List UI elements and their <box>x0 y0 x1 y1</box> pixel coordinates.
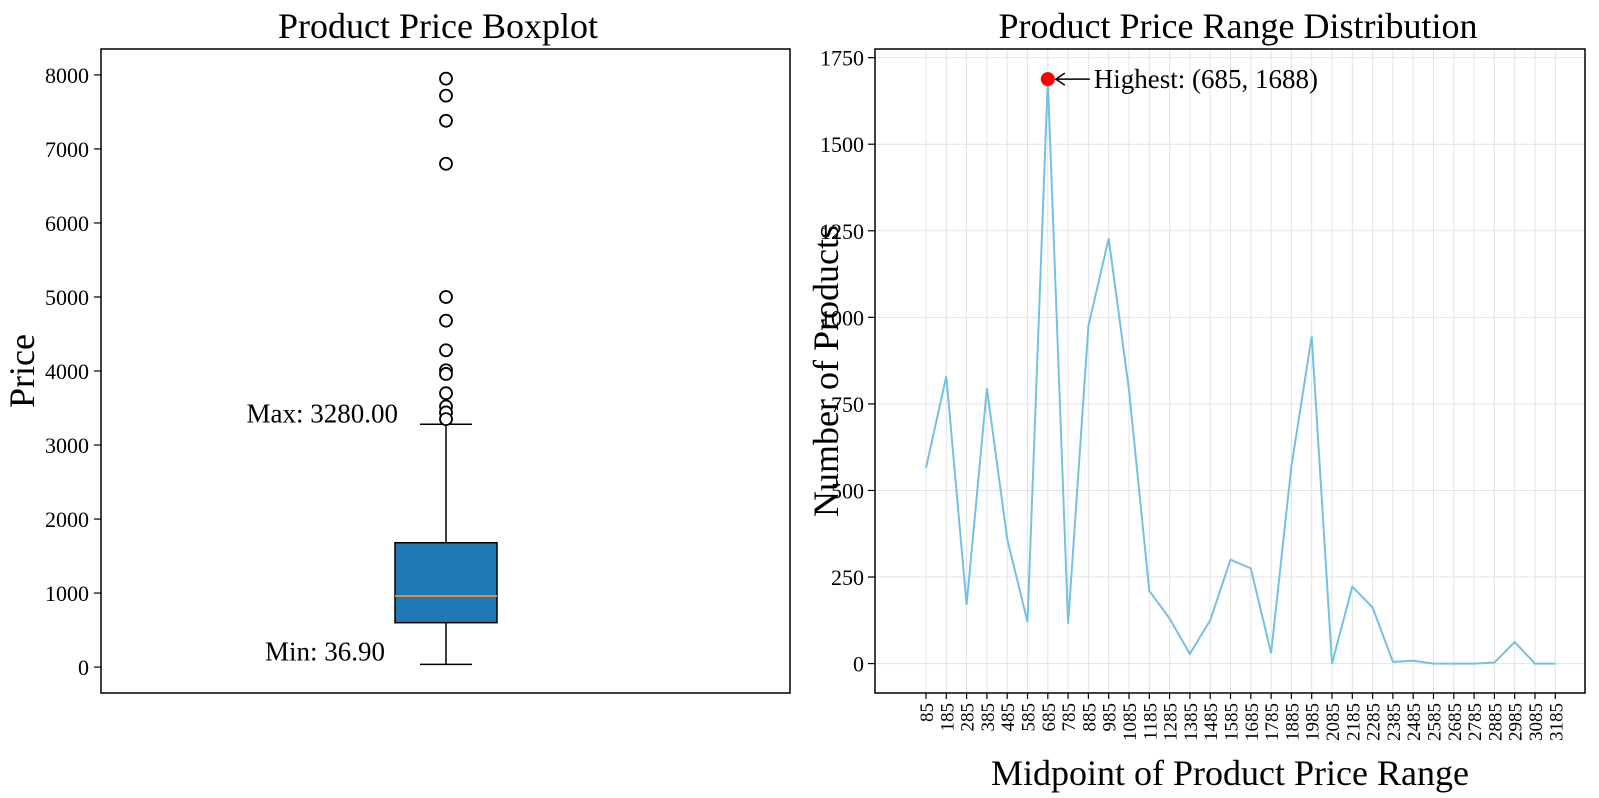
boxplot-y-ticks: 0 1000 2000 3000 4000 5000 6000 7000 8000 <box>45 63 101 680</box>
x-tick-label: 785 <box>1059 703 1080 732</box>
y-tick-label: 6000 <box>45 211 89 236</box>
x-tick-label: 2885 <box>1485 703 1506 741</box>
interquartile-box <box>394 541 498 624</box>
y-tick-label: 1500 <box>820 132 864 157</box>
outlier-point <box>439 367 453 381</box>
line-chart-title: Product Price Range Distribution <box>999 6 1478 46</box>
outlier-point <box>439 113 453 128</box>
x-tick-label: 1985 <box>1303 703 1324 741</box>
y-tick-label: 1000 <box>45 581 89 606</box>
boxplot-body <box>394 423 498 666</box>
line-chart-grid <box>875 49 1585 693</box>
x-tick-label: 2085 <box>1323 703 1344 741</box>
x-tick-label: 585 <box>1019 703 1040 732</box>
y-tick-label: 1250 <box>820 219 864 244</box>
outlier-point <box>439 343 453 358</box>
x-tick-label: 2785 <box>1465 703 1486 741</box>
x-tick-label: 2685 <box>1445 703 1466 741</box>
x-tick-label: 985 <box>1100 703 1121 732</box>
x-tick-label: 2985 <box>1506 703 1527 741</box>
x-tick-label: 1385 <box>1181 703 1202 741</box>
y-tick-label: 4000 <box>45 359 89 384</box>
x-tick-label: 685 <box>1039 703 1060 732</box>
x-tick-label: 2285 <box>1364 703 1385 741</box>
outlier-point <box>439 156 453 171</box>
min-annotation: Min: 36.90 <box>265 636 385 666</box>
outlier-point <box>439 386 453 401</box>
y-tick-label: 2000 <box>45 507 89 532</box>
outlier-point <box>439 290 453 304</box>
line-chart-panel: Product Price Range Distribution Number … <box>806 6 1586 793</box>
x-tick-label: 285 <box>958 703 979 732</box>
x-tick-label: 1785 <box>1262 703 1283 741</box>
x-tick-label: 1085 <box>1120 703 1141 741</box>
x-tick-label: 3085 <box>1526 703 1547 741</box>
outlier-point <box>439 88 453 103</box>
line-chart-x-ticks: 85 185 285 385 485 585 685 785 885 985 1085 1185 128… <box>917 693 1567 741</box>
y-tick-label: 0 <box>78 655 89 680</box>
y-tick-label: 7000 <box>45 137 89 162</box>
line-chart-x-axis-label: Midpoint of Product Price Range <box>991 753 1469 793</box>
x-tick-label: 1485 <box>1201 703 1222 741</box>
highest-point-annotation: Highest: (685, 1688) <box>1094 64 1318 94</box>
x-tick-label: 485 <box>998 703 1019 732</box>
x-tick-label: 1285 <box>1161 703 1182 741</box>
highest-point-arrowhead <box>1054 72 1066 86</box>
max-annotation: Max: 3280.00 <box>247 398 399 428</box>
boxplot-panel: Product Price Boxplot Price 0 1000 2000 300… <box>2 6 791 694</box>
y-tick-label: 1000 <box>820 305 864 330</box>
y-tick-label: 250 <box>831 565 864 590</box>
y-tick-label: 8000 <box>45 63 89 88</box>
y-tick-label: 750 <box>831 392 864 417</box>
boxplot-title: Product Price Boxplot <box>278 6 598 46</box>
x-tick-label: 2385 <box>1384 703 1405 741</box>
boxplot-y-axis-label: Price <box>2 334 42 408</box>
y-tick-label: 1750 <box>820 46 864 71</box>
x-tick-label: 1585 <box>1222 703 1243 741</box>
x-tick-label: 2485 <box>1404 703 1425 741</box>
outlier-point <box>439 71 453 86</box>
x-tick-label: 1885 <box>1282 703 1303 741</box>
x-tick-label: 2585 <box>1425 703 1446 741</box>
x-tick-label: 3185 <box>1546 703 1567 741</box>
price-range-series-line <box>925 79 1556 665</box>
y-tick-label: 5000 <box>45 285 89 310</box>
highest-point-marker <box>1040 72 1055 87</box>
x-tick-label: 1685 <box>1242 703 1263 741</box>
x-tick-label: 385 <box>978 703 999 732</box>
line-chart-y-ticks: 0 250 500 750 1000 1250 1500 1750 <box>820 46 875 677</box>
line-chart-y-axis-label: Number of Products <box>806 225 846 517</box>
y-tick-label: 500 <box>831 478 864 503</box>
y-tick-label: 0 <box>853 652 864 677</box>
x-tick-label: 2185 <box>1343 703 1364 741</box>
boxplot-outliers <box>439 71 453 427</box>
x-tick-label: 1185 <box>1140 703 1161 740</box>
x-tick-label: 885 <box>1079 703 1100 732</box>
outlier-point <box>439 412 453 427</box>
x-tick-label: 185 <box>937 703 958 732</box>
y-tick-label: 3000 <box>45 433 89 458</box>
x-tick-label: 85 <box>917 703 938 722</box>
outlier-point <box>439 313 453 328</box>
